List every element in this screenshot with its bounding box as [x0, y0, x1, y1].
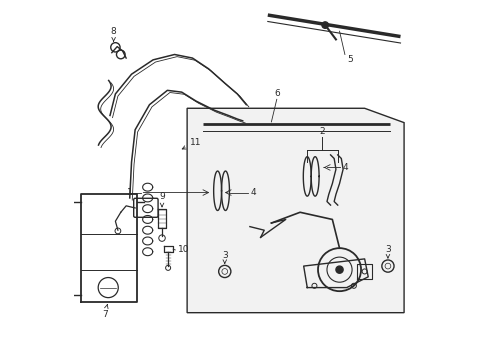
- Text: 7: 7: [102, 305, 108, 319]
- Text: 10: 10: [178, 246, 189, 255]
- Text: 4: 4: [342, 163, 347, 172]
- Polygon shape: [187, 108, 403, 313]
- Text: 3: 3: [384, 246, 390, 258]
- Text: 3: 3: [222, 251, 227, 264]
- Text: 2: 2: [319, 127, 325, 136]
- Circle shape: [321, 22, 328, 28]
- Text: 11: 11: [182, 138, 202, 149]
- Text: 5: 5: [346, 55, 352, 64]
- Text: 9: 9: [159, 192, 164, 207]
- Circle shape: [335, 266, 343, 273]
- Text: 8: 8: [110, 27, 116, 41]
- Text: 6: 6: [273, 89, 279, 98]
- Text: 4: 4: [250, 188, 256, 197]
- Text: 1: 1: [126, 188, 132, 197]
